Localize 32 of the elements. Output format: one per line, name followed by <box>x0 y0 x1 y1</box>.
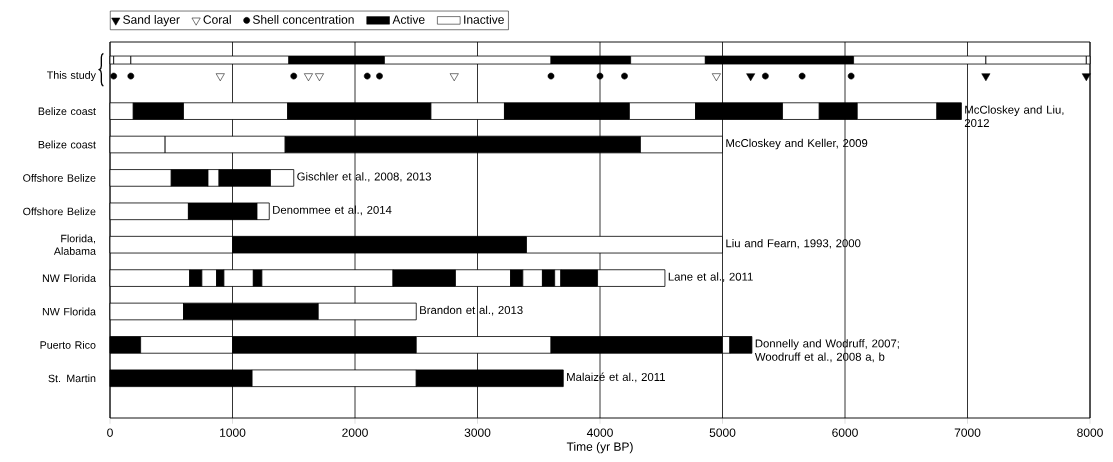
annotation: Liu and Fearn, 1993, 2000 <box>726 238 861 249</box>
annotation: Gischler et al., 2008, 2013 <box>297 172 431 182</box>
x-tick-label: 4000 <box>586 428 613 437</box>
annotation: Malaizé et al., 2011 <box>567 372 665 383</box>
x-tick-label: 1000 <box>220 428 246 437</box>
legend-label: Coral <box>203 15 231 24</box>
y-tick-label: Florida, Alabama <box>53 234 96 255</box>
legend-label: Shell concentration <box>252 15 354 24</box>
x-tick-label: 8000 <box>1077 428 1103 437</box>
y-tick-label: Belize coast <box>38 107 96 116</box>
x-tick-label: 6000 <box>832 428 858 437</box>
y-tick-label: This study <box>46 71 96 82</box>
y-tick-label: Puerto Rico <box>40 340 96 349</box>
legend-label: Active <box>392 15 425 24</box>
x-tick-label: 3000 <box>464 428 491 437</box>
annotation: Brandon et al., 2013 <box>420 305 523 316</box>
y-tick-label: Offshore Belize <box>23 207 96 216</box>
x-tick-label: 5000 <box>709 428 736 437</box>
y-tick-label: NW Florida <box>42 307 96 316</box>
y-tick-label: NW Florida <box>42 274 96 283</box>
x-tick-label: 0 <box>107 428 113 437</box>
x-tick-label: 7000 <box>954 428 981 437</box>
x-tick-label: 2000 <box>342 428 368 437</box>
x-axis-title: Time (yr BP) <box>566 442 633 454</box>
legend-label: Inactive <box>464 15 504 24</box>
legend-label: Sand layer <box>123 15 180 27</box>
y-tick-label: Offshore Belize <box>23 173 96 182</box>
y-tick-label: St. Martin <box>48 374 96 383</box>
annotation: McCloskey and Keller, 2009 <box>726 138 868 150</box>
annotation: Denommee et al., 2014 <box>273 205 392 216</box>
annotation: Donnelly and Wodruff, 2007; Woodruff et al., 2008 a, b <box>754 339 899 363</box>
y-tick-label: Belize coast <box>38 140 96 149</box>
